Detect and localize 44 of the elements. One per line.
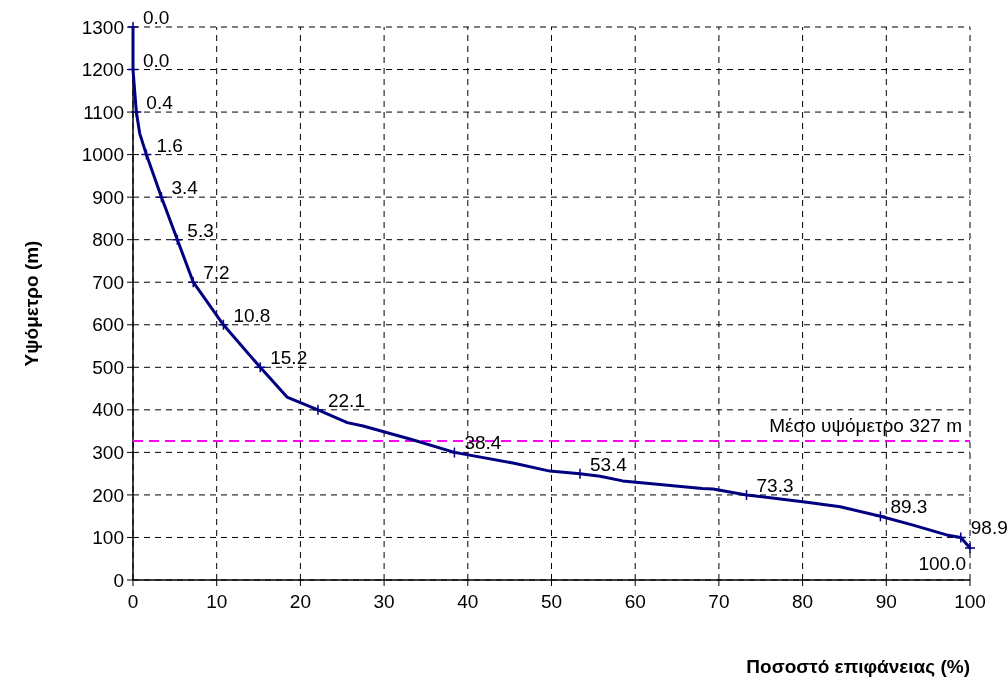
y-axis-title: Υψόμετρο (m) <box>21 240 42 367</box>
annotation: 38.4 <box>464 432 502 454</box>
x-tick-label: 50 <box>540 591 563 612</box>
x-tick-label: 10 <box>206 591 228 612</box>
annotation: 22.1 <box>327 389 365 411</box>
y-tick-label: 1200 <box>81 59 124 81</box>
y-tick-label: 700 <box>92 271 124 293</box>
x-tick-label: 30 <box>373 591 395 612</box>
y-tick-label: 600 <box>92 314 124 336</box>
annotation: 0.4 <box>146 92 174 114</box>
annotation: 73.3 <box>756 474 794 496</box>
x-tick-label: 60 <box>624 591 646 612</box>
annotation: 1.6 <box>156 134 183 156</box>
annotation: 89.3 <box>890 496 928 518</box>
y-tick-label: 400 <box>92 399 124 421</box>
y-tick-label: 1100 <box>83 101 124 123</box>
annotation: 5.3 <box>187 219 214 241</box>
x-tick-label: 100 <box>954 591 986 612</box>
annotation: 98.9 <box>970 517 1008 539</box>
y-tick-label: 0 <box>113 569 124 591</box>
y-tick-label: 1300 <box>81 16 124 38</box>
x-axis-title: Ποσοστό επιφάνειας (%) <box>746 656 970 677</box>
x-tick-label: 80 <box>792 591 814 612</box>
x-tick-label: 90 <box>875 591 897 612</box>
annotation: 53.4 <box>589 453 628 475</box>
y-tick-label: 300 <box>92 442 124 464</box>
y-tick-label: 900 <box>92 186 124 208</box>
annotation: 0.0 <box>143 7 170 28</box>
y-tick-label: 500 <box>92 356 124 378</box>
y-tick-label: 200 <box>92 484 124 506</box>
y-tick-label: 800 <box>92 229 124 251</box>
annotation: 3.4 <box>171 177 199 199</box>
x-tick-label: 20 <box>289 591 311 612</box>
annotation: 100.0 <box>918 553 966 575</box>
annotation: 10.8 <box>233 304 271 326</box>
x-tick-label: 40 <box>457 591 479 612</box>
y-tick-label: 100 <box>92 527 124 549</box>
annotation: 7.2 <box>203 262 230 284</box>
x-tick-label: 70 <box>708 591 730 612</box>
annotation: 15.2 <box>270 347 308 369</box>
y-tick-label: 1000 <box>81 144 124 166</box>
x-tick-label: 0 <box>127 591 139 612</box>
annotation: 0.0 <box>143 49 170 71</box>
ref-line-label: Μέσο υψόμετρο 327 m <box>769 414 962 436</box>
